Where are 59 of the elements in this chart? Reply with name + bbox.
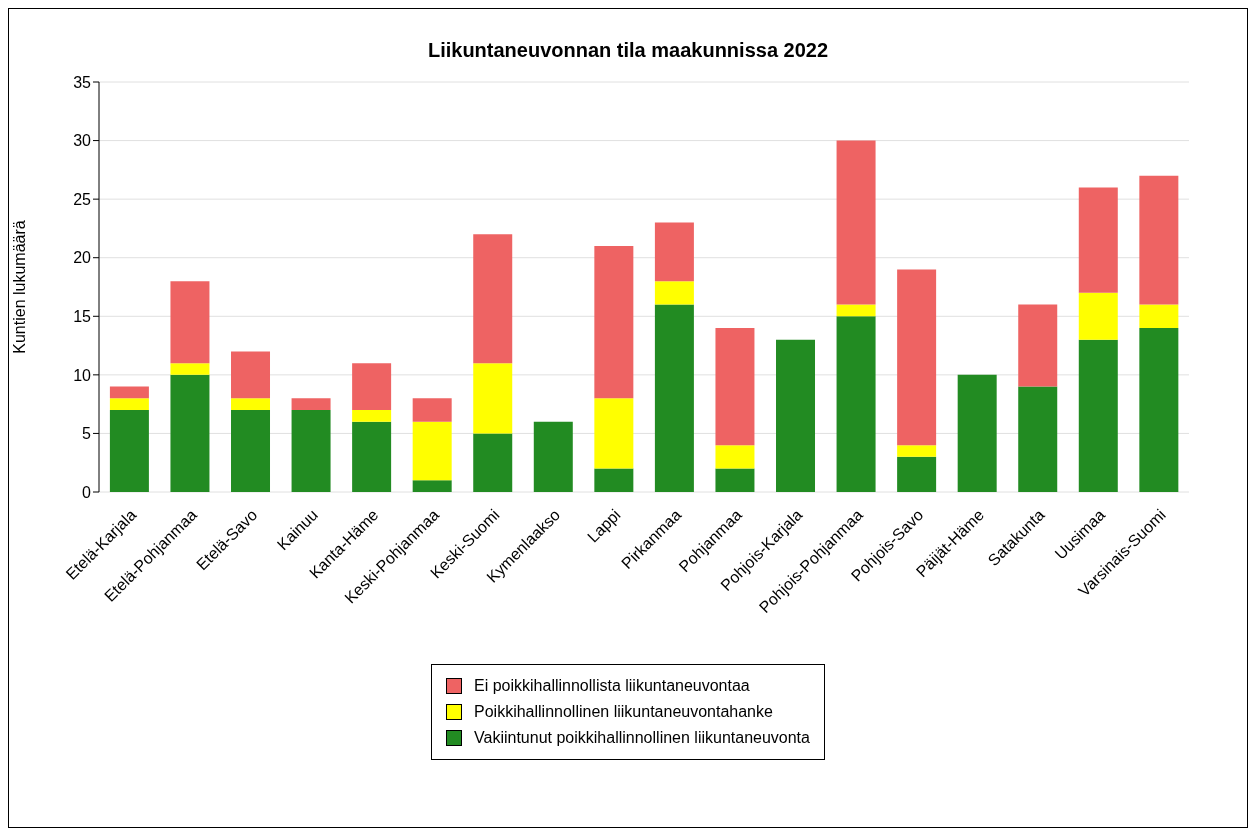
bar [654,222,694,282]
bar [715,445,755,469]
bar [231,351,271,399]
bar [594,398,634,469]
bar [170,374,210,492]
bar [291,398,331,410]
bar [654,281,694,305]
bar [1018,304,1058,387]
y-axis-title: Kuntien lukumäärä [10,220,28,354]
bar [473,363,513,434]
bar [957,374,997,492]
chart-title: Liikuntaneuvonnan tila maakunnissa 2022 [426,39,830,62]
bar [231,410,271,492]
bar [836,316,876,492]
y-tick-label: 15 [73,307,92,325]
bar [1078,187,1118,293]
bar [533,421,573,492]
bar [412,480,452,492]
bar [1078,339,1118,492]
bar [170,281,210,364]
bar [473,433,513,492]
y-tick-label: 20 [73,249,92,267]
bar [654,304,694,492]
bar [412,421,452,481]
bar [109,410,149,492]
bar [412,398,452,422]
bar [897,456,937,492]
bar [473,234,513,364]
bar [836,140,876,305]
bar [1139,175,1179,305]
bar [1018,386,1058,492]
bar [897,445,937,457]
y-tick-label: 30 [73,132,92,150]
bar [1139,328,1179,492]
bar [715,468,755,492]
bar [109,386,149,399]
bar [776,339,816,492]
legend-label: Vakiintunut poikkihallinnollinen liikuntaneuvonta [474,729,810,747]
legend-label: Poikkihallinnollinen liikuntaneuvontahanke [474,703,773,721]
bar [897,269,937,446]
y-tick-label: 0 [82,483,92,501]
y-tick-label: 35 [73,73,92,91]
bar [594,468,634,492]
bar [594,246,634,399]
bar [109,398,149,410]
bar [352,421,392,492]
bar [170,363,210,375]
y-tick-label: 25 [73,190,92,208]
y-tick-label: 5 [82,425,92,443]
legend-label: Ei poikkihallinnollista liikuntaneuvontaa [474,677,750,695]
bar [836,304,876,317]
bar [1078,292,1118,340]
bar [1139,304,1179,328]
bar [715,328,755,446]
bar [352,410,392,422]
bar [291,410,331,492]
y-tick-label: 10 [73,366,92,384]
bar [231,398,271,410]
bar [352,363,392,410]
